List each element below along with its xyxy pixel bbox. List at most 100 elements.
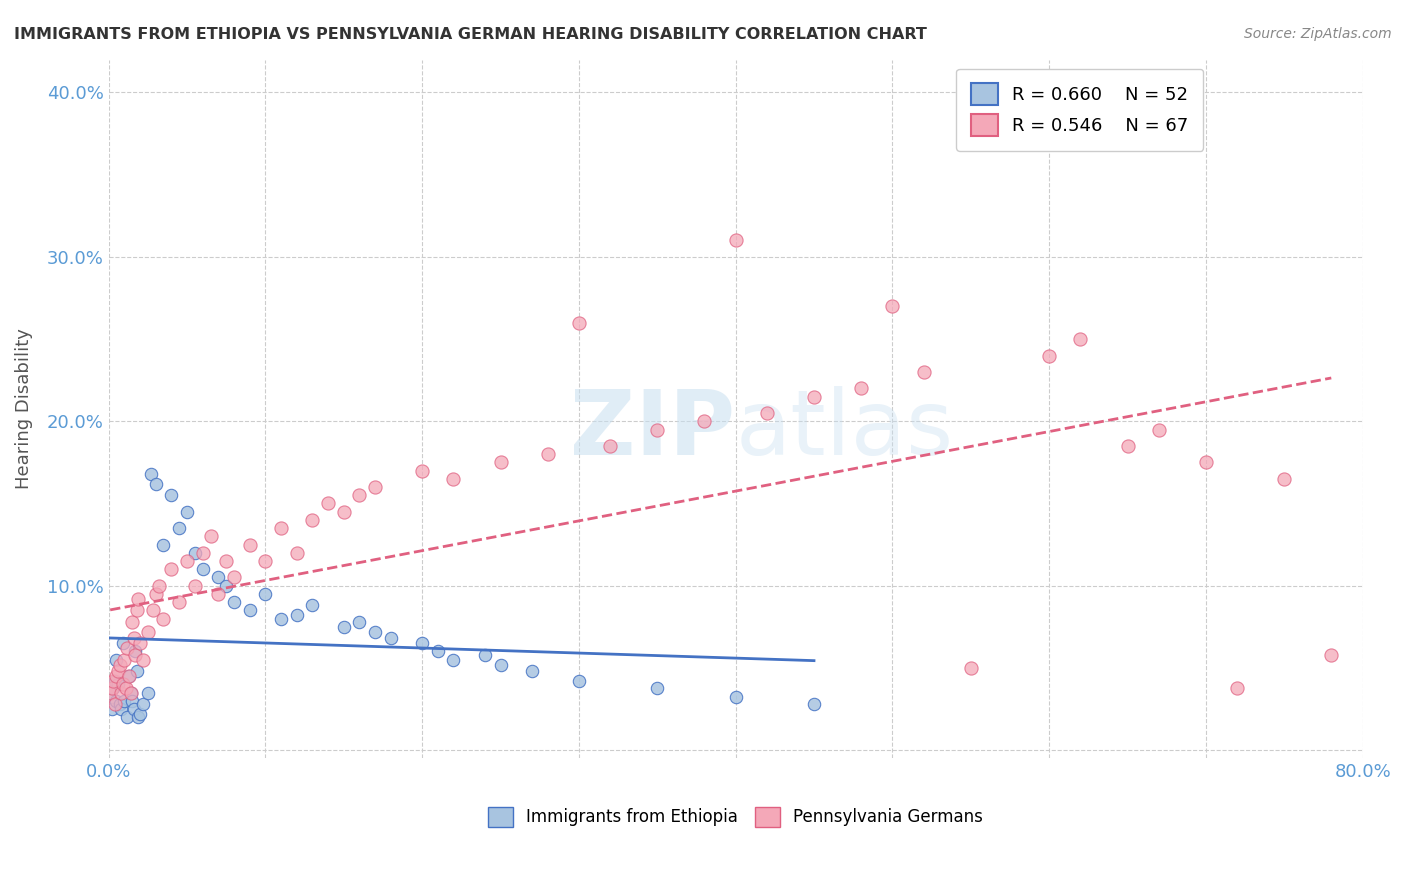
Point <box>222 595 245 609</box>
Point <box>112 694 135 708</box>
Point <box>110 685 132 699</box>
Point <box>332 505 354 519</box>
Point <box>285 608 308 623</box>
Point <box>124 644 146 658</box>
Point <box>316 496 339 510</box>
Point <box>121 694 143 708</box>
Point <box>270 611 292 625</box>
Point <box>125 664 148 678</box>
Point <box>127 591 149 606</box>
Point <box>645 681 668 695</box>
Point <box>803 390 825 404</box>
Legend: Immigrants from Ethiopia, Pennsylvania Germans: Immigrants from Ethiopia, Pennsylvania G… <box>481 800 990 834</box>
Point <box>1116 439 1139 453</box>
Point <box>104 674 127 689</box>
Point <box>98 685 121 699</box>
Point <box>301 599 323 613</box>
Point <box>105 653 128 667</box>
Point <box>1272 472 1295 486</box>
Point <box>959 661 981 675</box>
Point <box>191 562 214 576</box>
Point <box>520 664 543 678</box>
Point <box>145 476 167 491</box>
Point <box>724 690 747 705</box>
Point <box>380 632 402 646</box>
Point <box>411 636 433 650</box>
Point <box>207 587 229 601</box>
Point <box>364 624 387 639</box>
Point <box>129 706 152 721</box>
Point <box>127 710 149 724</box>
Point <box>349 488 371 502</box>
Point <box>599 439 621 453</box>
Point <box>122 632 145 646</box>
Point <box>215 579 238 593</box>
Point <box>176 505 198 519</box>
Point <box>301 513 323 527</box>
Point <box>152 538 174 552</box>
Text: IMMIGRANTS FROM ETHIOPIA VS PENNSYLVANIA GERMAN HEARING DISABILITY CORRELATION C: IMMIGRANTS FROM ETHIOPIA VS PENNSYLVANIA… <box>14 27 927 42</box>
Point <box>912 365 935 379</box>
Point <box>103 681 125 695</box>
Point <box>107 677 129 691</box>
Point <box>160 488 183 502</box>
Point <box>115 681 138 695</box>
Point <box>98 685 121 699</box>
Point <box>111 677 134 691</box>
Point <box>107 664 129 678</box>
Point <box>239 603 262 617</box>
Point <box>167 595 190 609</box>
Point <box>118 669 141 683</box>
Point <box>254 554 277 568</box>
Point <box>110 702 132 716</box>
Point <box>105 669 128 683</box>
Point <box>882 299 904 313</box>
Point <box>167 521 190 535</box>
Point <box>100 702 122 716</box>
Point <box>489 657 512 672</box>
Point <box>108 657 131 672</box>
Point <box>132 653 155 667</box>
Point <box>122 702 145 716</box>
Text: ZIP: ZIP <box>571 386 735 474</box>
Point <box>1320 648 1343 662</box>
Point <box>132 697 155 711</box>
Point <box>120 685 142 699</box>
Point <box>121 615 143 629</box>
Y-axis label: Hearing Disability: Hearing Disability <box>15 328 32 490</box>
Point <box>117 641 139 656</box>
Point <box>108 697 131 711</box>
Point <box>803 697 825 711</box>
Point <box>120 685 142 699</box>
Point <box>426 644 449 658</box>
Point <box>1069 332 1091 346</box>
Point <box>207 570 229 584</box>
Point <box>364 480 387 494</box>
Point <box>215 554 238 568</box>
Point <box>1038 349 1060 363</box>
Point <box>474 648 496 662</box>
Text: atlas: atlas <box>735 386 953 474</box>
Point <box>111 636 134 650</box>
Point <box>160 562 183 576</box>
Point <box>489 455 512 469</box>
Point <box>756 406 779 420</box>
Point <box>145 587 167 601</box>
Point <box>1195 455 1218 469</box>
Point <box>104 697 127 711</box>
Point <box>270 521 292 535</box>
Point <box>152 611 174 625</box>
Point <box>443 472 465 486</box>
Point <box>349 615 371 629</box>
Point <box>148 579 170 593</box>
Point <box>200 529 222 543</box>
Point <box>136 685 159 699</box>
Point <box>129 636 152 650</box>
Point <box>112 653 135 667</box>
Point <box>136 624 159 639</box>
Point <box>124 648 146 662</box>
Point <box>239 538 262 552</box>
Point <box>176 554 198 568</box>
Point <box>411 464 433 478</box>
Text: Source: ZipAtlas.com: Source: ZipAtlas.com <box>1244 27 1392 41</box>
